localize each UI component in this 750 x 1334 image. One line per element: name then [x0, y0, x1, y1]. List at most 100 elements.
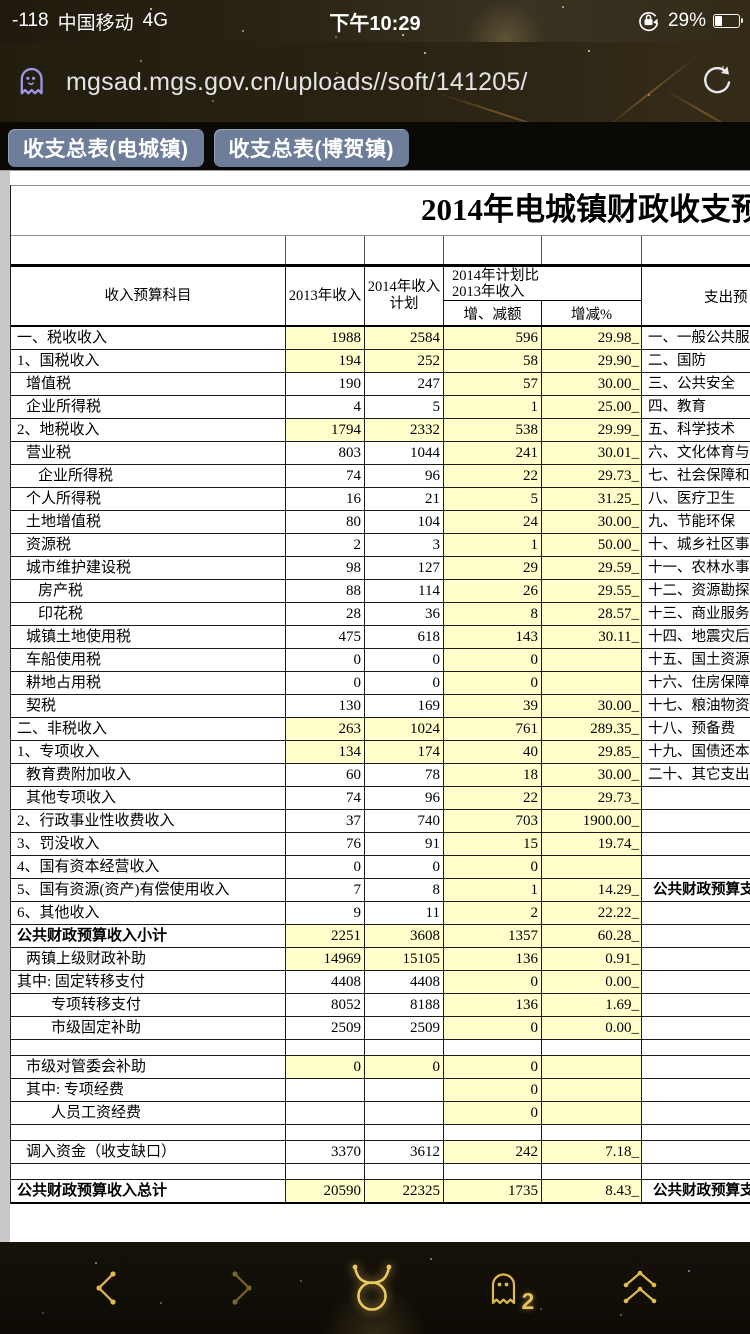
- sheet-tab-diancheng[interactable]: 收支总表(电城镇): [8, 129, 204, 167]
- expense-cell: 十一、农林水事务: [648, 559, 750, 576]
- row-label-cell: 公共财政预算收入总计: [11, 1180, 286, 1202]
- expense-cell: [642, 902, 750, 924]
- row-label-cell: 契税: [11, 695, 286, 717]
- value-2013-cell: 14969: [286, 948, 365, 970]
- table-row: 调入资金（收支缺口） 3370 3612 242 7.18_: [11, 1141, 750, 1164]
- value-2013-cell: 803: [286, 442, 365, 464]
- header-diff: 增、减额: [444, 301, 542, 325]
- tabs-ghost-button[interactable]: 2: [485, 1268, 536, 1313]
- diff-cell: 39: [444, 695, 542, 717]
- diff-cell: 0: [444, 1017, 542, 1039]
- table-row: 6、其他收入 9 11 2 22.22_: [11, 902, 750, 925]
- header-compare: 2014年计划比 2013年收入: [444, 267, 642, 301]
- value-2013-cell: 74: [286, 465, 365, 487]
- reload-icon[interactable]: [700, 63, 734, 102]
- browser-logo-ghost-icon[interactable]: [16, 64, 52, 101]
- pct-cell: 1900.00_: [542, 810, 642, 832]
- value-2014-cell: [365, 1102, 444, 1124]
- back-button[interactable]: [89, 1268, 129, 1308]
- pct-cell: 1.69_: [542, 994, 642, 1016]
- expense-cell: 十五、国土资源气: [648, 651, 750, 668]
- pct-cell: [542, 1040, 642, 1055]
- diff-cell: 1: [444, 396, 542, 418]
- diff-cell: 0: [444, 1056, 542, 1078]
- row-label-cell: 市级固定补助: [11, 1017, 286, 1039]
- value-2014-cell: [365, 1125, 444, 1140]
- home-taurus-button[interactable]: [348, 1262, 396, 1314]
- table-row: 其中: 固定转移支付 4408 4408 0 0.00_: [11, 971, 750, 994]
- table-row: 5、国有资源(资产)有偿使用收入 7 8 1 14.29_ 公共财政预算支: [11, 879, 750, 902]
- expense-cell: 公共财政预算支: [653, 1182, 750, 1199]
- diff-cell: 241: [444, 442, 542, 464]
- diff-cell: 18: [444, 764, 542, 786]
- table-row: 增值税 190 247 57 30.00_ 三、公共安全: [11, 373, 750, 396]
- value-2014-cell: 21: [365, 488, 444, 510]
- diff-cell: 8: [444, 603, 542, 625]
- row-label-cell: 资源税: [11, 534, 286, 556]
- diff-cell: 2: [444, 902, 542, 924]
- expense-cell: 七、社会保障和就业: [648, 467, 750, 484]
- table-row: 教育费附加收入 60 78 18 30.00_ 二十、其它支出: [11, 764, 750, 787]
- value-2014-cell: 114: [365, 580, 444, 602]
- pct-cell: 29.59_: [542, 557, 642, 579]
- header-subject: 收入预算科目: [11, 267, 286, 325]
- header-expense: 支出预: [704, 289, 748, 306]
- value-2013-cell: 2251: [286, 925, 365, 947]
- diff-cell: 136: [444, 994, 542, 1016]
- value-2013-cell: [286, 1164, 365, 1179]
- value-2014-cell: 2584: [365, 327, 444, 349]
- battery-icon: [713, 14, 743, 28]
- value-2014-cell: 252: [365, 350, 444, 372]
- row-label-cell: 2、地税收入: [11, 419, 286, 441]
- diff-cell: [444, 1040, 542, 1055]
- expense-cell: [642, 994, 750, 1016]
- expense-cell: 八、医疗卫生: [648, 490, 735, 507]
- pct-cell: 29.90_: [542, 350, 642, 372]
- header-2013: 2013年收入: [286, 267, 365, 325]
- row-label-cell: 5、国有资源(资产)有偿使用收入: [11, 879, 286, 901]
- value-2014-cell: 1024: [365, 718, 444, 740]
- row-label-cell: 其中: 专项经费: [11, 1079, 286, 1101]
- value-2013-cell: 263: [286, 718, 365, 740]
- value-2013-cell: 80: [286, 511, 365, 533]
- diff-cell: [444, 1164, 542, 1179]
- expense-cell: 六、文化体育与传媒: [648, 444, 750, 461]
- table-row: 2、地税收入 1794 2332 538 29.99_ 五、科学技术: [11, 419, 750, 442]
- pct-cell: 25.00_: [542, 396, 642, 418]
- diff-cell: 24: [444, 511, 542, 533]
- expense-cell: [642, 1164, 750, 1179]
- row-label-cell: 专项转移支付: [11, 994, 286, 1016]
- header-compare-group: 2014年计划比 2013年收入 增、减额 增减%: [444, 267, 642, 325]
- forward-button[interactable]: [219, 1268, 259, 1308]
- value-2013-cell: 98: [286, 557, 365, 579]
- diff-cell: 0: [444, 856, 542, 878]
- menu-expand-button[interactable]: [619, 1268, 661, 1308]
- table-row: 个人所得税 16 21 5 31.25_ 八、医疗卫生: [11, 488, 750, 511]
- value-2014-cell: 3: [365, 534, 444, 556]
- row-label-cell: 4、国有资本经营收入: [11, 856, 286, 878]
- value-2013-cell: 2509: [286, 1017, 365, 1039]
- value-2014-cell: 8: [365, 879, 444, 901]
- value-2013-cell: 37: [286, 810, 365, 832]
- pct-cell: 19.74_: [542, 833, 642, 855]
- table-row: [11, 1164, 750, 1180]
- row-label-cell: 土地增值税: [11, 511, 286, 533]
- row-label-cell: 调入资金（收支缺口）: [11, 1141, 286, 1163]
- diff-cell: 0: [444, 649, 542, 671]
- url-text[interactable]: mgsad.mgs.gov.cn/uploads//soft/141205/: [66, 67, 528, 96]
- pct-cell: 60.28_: [542, 925, 642, 947]
- header-pct: 增减%: [542, 301, 642, 325]
- sheet-tab-bohe[interactable]: 收支总表(博贺镇): [213, 129, 409, 167]
- value-2014-cell: 174: [365, 741, 444, 763]
- value-2014-cell: 36: [365, 603, 444, 625]
- pct-cell: 14.29_: [542, 879, 642, 901]
- value-2013-cell: 4408: [286, 971, 365, 993]
- diff-cell: 703: [444, 810, 542, 832]
- row-label-cell: 1、国税收入: [11, 350, 286, 372]
- row-label-cell: 印花税: [11, 603, 286, 625]
- value-2013-cell: [286, 1040, 365, 1055]
- value-2013-cell: 134: [286, 741, 365, 763]
- address-bar[interactable]: mgsad.mgs.gov.cn/uploads//soft/141205/: [0, 42, 750, 139]
